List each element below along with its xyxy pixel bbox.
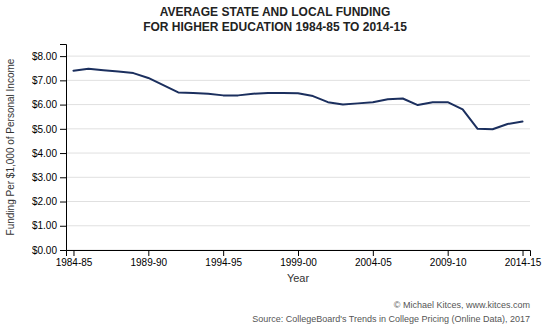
x-tick-label: 2004-05 xyxy=(355,257,392,268)
x-tick-mark xyxy=(223,250,224,256)
x-tick: 1999-00 xyxy=(280,250,317,268)
title: AVERAGE STATE AND LOCAL FUNDINGFOR HIGHE… xyxy=(143,5,407,34)
grid-line xyxy=(66,80,530,81)
y-tick: $8.00 xyxy=(32,51,66,62)
line xyxy=(73,69,522,130)
y-axis-line xyxy=(60,45,67,251)
y-tick-mark xyxy=(60,56,66,57)
credit-text: © Michael Kitces, xyxy=(394,300,466,310)
x-tick-label: 1999-00 xyxy=(280,257,317,268)
credit-url: www.kitces.com xyxy=(465,300,530,310)
y-tick-label: $4.00 xyxy=(32,148,57,159)
title-line: FOR HIGHER EDUCATION 1984-85 TO 2014-15 xyxy=(143,20,407,34)
y-tick-mark xyxy=(60,80,66,81)
x-tick: 1984-85 xyxy=(56,250,93,268)
x-tick-mark xyxy=(148,250,149,256)
y-tick-mark xyxy=(60,129,66,130)
plot: 1984-85 1989-90 1994-95 1999-00 2004-05 2009-… xyxy=(32,45,542,269)
y-tick: $0.00 xyxy=(32,245,66,256)
y-tick-mark xyxy=(60,105,66,106)
x-axis: 1984-85 1989-90 1994-95 1999-00 2004-05 2009-… xyxy=(56,250,542,268)
credit: © Michael Kitces, www.kitces.com xyxy=(394,300,530,310)
grid-line xyxy=(66,104,530,105)
x-tick-mark xyxy=(448,250,449,256)
grid-line xyxy=(66,201,530,202)
title-line: AVERAGE STATE AND LOCAL FUNDING xyxy=(160,5,391,19)
y-tick: $2.00 xyxy=(32,196,66,207)
x-tick: 2004-05 xyxy=(355,250,392,268)
y-tick-label: $0.00 xyxy=(32,245,57,256)
y-tick-mark xyxy=(60,202,66,203)
x-tick-mark xyxy=(523,250,524,256)
source: Source: CollegeBoard's Trends in College… xyxy=(252,314,530,324)
y-tick: $1.00 xyxy=(32,220,66,231)
y-tick-mark xyxy=(60,250,66,251)
grid-line xyxy=(66,225,530,226)
x-tick: 2009-10 xyxy=(430,250,467,268)
y-tick-label: $5.00 xyxy=(32,124,57,135)
y-tick-label: $3.00 xyxy=(32,172,57,183)
y-tick-label: $6.00 xyxy=(32,99,57,110)
x-axis-title: Year xyxy=(287,272,310,284)
y-tick: $4.00 xyxy=(32,148,66,159)
x-axis-line xyxy=(67,251,531,257)
y-tick: $7.00 xyxy=(32,75,66,86)
grid-line xyxy=(66,177,530,178)
y-tick-label: $7.00 xyxy=(32,75,57,86)
y-tick-mark xyxy=(60,177,66,178)
grid-line xyxy=(66,56,530,57)
grid xyxy=(66,56,530,250)
y-tick-mark xyxy=(60,153,66,154)
grid-line xyxy=(66,153,530,154)
y-tick-label: $1.00 xyxy=(32,220,57,231)
x-tick-label: 2014-15 xyxy=(505,257,542,268)
y-tick-label: $8.00 xyxy=(32,51,57,62)
y-tick: $5.00 xyxy=(32,124,66,135)
x-tick-mark xyxy=(298,250,299,256)
x-tick-mark xyxy=(73,250,74,256)
marks xyxy=(73,69,522,130)
x-tick: 2014-15 xyxy=(505,250,542,268)
y-tick: $3.00 xyxy=(32,172,66,183)
x-tick-label: 1984-85 xyxy=(56,257,93,268)
y-axis-title: Funding Per $1,000 of Personal Income xyxy=(5,58,16,235)
x-tick-mark xyxy=(373,250,374,256)
x-tick: 1994-95 xyxy=(205,250,242,268)
x-tick-label: 2009-10 xyxy=(430,257,467,268)
y-tick-label: $2.00 xyxy=(32,196,57,207)
y-tick-mark xyxy=(60,226,66,227)
x-tick-label: 1989-90 xyxy=(130,257,167,268)
x-tick: 1989-90 xyxy=(130,250,167,268)
grid-line xyxy=(66,128,530,129)
chart: 1984-85 1989-90 1994-95 1999-00 2004-05 2009-… xyxy=(0,0,550,330)
y-tick: $6.00 xyxy=(32,99,66,110)
x-tick-label: 1994-95 xyxy=(205,257,242,268)
y-axis: $0.00 $1.00 $2.00 $3.00 $4.00 $5.00 $6.00 $7.00… xyxy=(32,45,67,256)
